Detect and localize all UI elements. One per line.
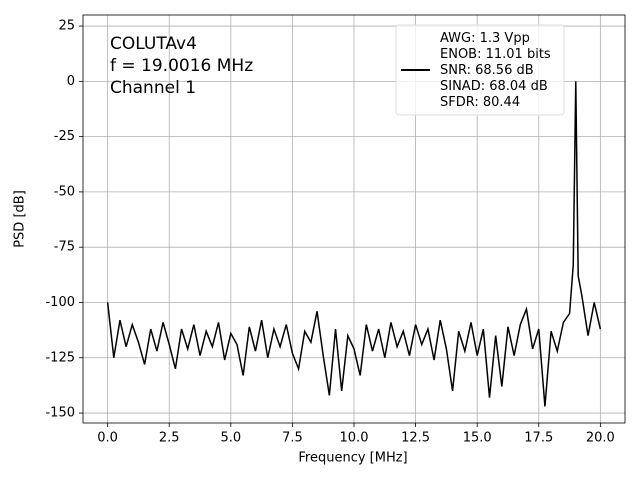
x-tick-label: 10.0 [340,431,369,446]
y-tick-label: -25 [54,129,75,144]
x-tick-label: 12.5 [401,431,430,446]
plot-frame [82,14,626,424]
y-tick-label: -50 [54,184,75,199]
legend-box [395,24,565,116]
y-tick-label: -75 [54,240,75,255]
y-tick-label: 0 [67,74,75,89]
x-tick-label: 2.5 [159,431,180,446]
annotation: Channel 1 [110,78,196,98]
x-axis-label: Frequency [MHz] [298,451,407,466]
x-tick-label: 5.0 [220,431,241,446]
line-series [106,81,602,407]
x-tick-label: 7.5 [282,431,303,446]
x-tick-label: 0.0 [97,431,118,446]
y-tick-label: -150 [45,406,75,421]
x-tick-label: 17.5 [524,431,553,446]
x-tick-label: 20.0 [586,431,615,446]
y-tick-label: -100 [45,295,75,310]
y-tick-label: 25 [58,19,75,34]
y-tick-label: -125 [45,350,75,365]
x-tick-label: 15.0 [463,431,492,446]
legend-label: AWG: 1.3 Vpp ENOB: 11.01 bits SNR: 68.56 d… [440,31,551,110]
annotation: COLUTAv4 [110,34,197,54]
y-axis-label: PSD [dB] [13,190,28,248]
annotation: f = 19.0016 MHz [110,56,253,76]
